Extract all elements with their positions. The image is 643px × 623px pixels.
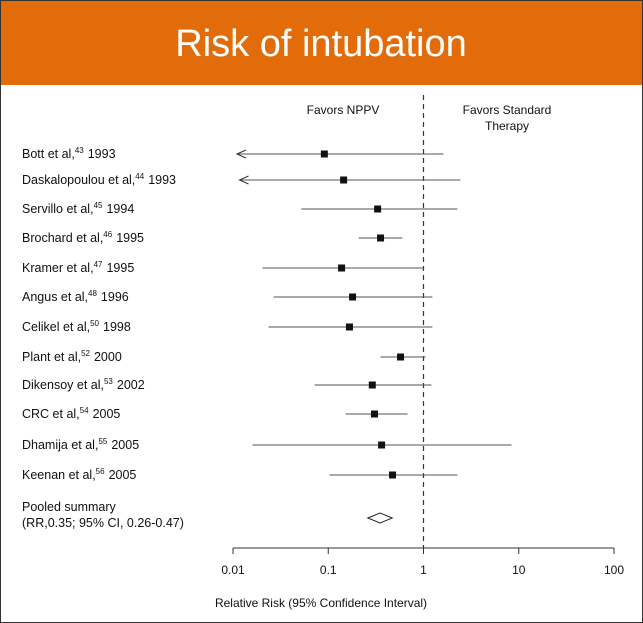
- x-tick-label: 100: [604, 563, 624, 577]
- study-name: Brochard et al,: [22, 231, 103, 245]
- study-year: 2005: [93, 407, 121, 421]
- study-label: Dikensoy et al,53 2002: [22, 377, 145, 392]
- study-ref: 53: [104, 377, 113, 386]
- study-ref: 47: [94, 260, 103, 269]
- pooled-diamond: [366, 512, 394, 524]
- study-year: 2002: [117, 378, 145, 392]
- x-tick-label: 0.01: [221, 563, 245, 577]
- study-year: 1995: [106, 261, 134, 275]
- pooled-label: (RR,0.35; 95% CI, 0.26-0.47): [22, 516, 184, 530]
- study-name: Dikensoy et al,: [22, 378, 104, 392]
- study-year: 1994: [106, 202, 134, 216]
- favors-right: Favors Standard: [463, 103, 552, 117]
- point-estimate: [374, 205, 382, 213]
- study-ref: 56: [96, 467, 105, 476]
- study-ref: 54: [80, 406, 89, 415]
- ci-arrow: [235, 149, 247, 159]
- study-year: 1998: [103, 320, 131, 334]
- study-name: CRC et al,: [22, 407, 80, 421]
- study-ref: 46: [103, 230, 112, 239]
- study-label: Angus et al,48 1996: [22, 289, 129, 304]
- study-year: 1996: [101, 290, 129, 304]
- study-label: Kramer et al,47 1995: [22, 260, 134, 275]
- study-name: Plant et al,: [22, 350, 81, 364]
- study-name: Celikel et al,: [22, 320, 90, 334]
- study-name: Kramer et al,: [22, 261, 94, 275]
- point-estimate: [377, 234, 385, 242]
- point-estimate: [397, 353, 405, 361]
- x-axis-title: Relative Risk (95% Confidence Interval): [215, 596, 427, 610]
- x-tick-label: 1: [420, 563, 427, 577]
- study-ref: 50: [90, 319, 99, 328]
- point-estimate: [340, 176, 348, 184]
- study-label: Keenan et al,56 2005: [22, 467, 136, 482]
- study-year: 2000: [94, 350, 122, 364]
- study-name: Servillo et al,: [22, 202, 94, 216]
- header: [1, 1, 642, 85]
- study-label: CRC et al,54 2005: [22, 406, 120, 421]
- study-ref: 44: [135, 172, 144, 181]
- study-name: Bott et al,: [22, 147, 75, 161]
- study-ref: 45: [94, 201, 103, 210]
- study-label: Plant et al,52 2000: [22, 349, 122, 364]
- study-year: 1993: [88, 147, 116, 161]
- study-year: 1995: [116, 231, 144, 245]
- point-estimate: [368, 381, 376, 389]
- study-name: Keenan et al,: [22, 468, 96, 482]
- study-year: 2005: [111, 438, 139, 452]
- study-label: Bott et al,43 1993: [22, 146, 116, 161]
- study-ref: 43: [75, 146, 84, 155]
- point-estimate: [371, 410, 379, 418]
- ci-arrow: [238, 175, 249, 185]
- study-ref: 55: [98, 437, 107, 446]
- study-label: Servillo et al,45 1994: [22, 201, 134, 216]
- chart-title: Risk of intubation: [175, 23, 467, 65]
- study-name: Angus et al,: [22, 290, 88, 304]
- favors-left: Favors NPPV: [307, 103, 380, 117]
- point-estimate: [338, 264, 346, 272]
- favors-right: Therapy: [485, 119, 529, 133]
- x-tick-label: 0.1: [320, 563, 337, 577]
- study-name: Dhamija et al,: [22, 438, 98, 452]
- study-name: Daskalopoulou et al,: [22, 173, 135, 187]
- study-label: Celikel et al,50 1998: [22, 319, 131, 334]
- study-label: Dhamija et al,55 2005: [22, 437, 139, 452]
- study-label: Brochard et al,46 1995: [22, 230, 144, 245]
- study-year: 2005: [109, 468, 137, 482]
- point-estimate: [389, 471, 397, 479]
- point-estimate: [345, 323, 353, 331]
- study-ref: 52: [81, 349, 90, 358]
- study-label: Daskalopoulou et al,44 1993: [22, 172, 176, 187]
- point-estimate: [378, 441, 386, 449]
- point-estimate: [320, 150, 328, 158]
- study-ref: 48: [88, 289, 97, 298]
- x-tick-label: 10: [512, 563, 526, 577]
- point-estimate: [349, 293, 357, 301]
- pooled-label: Pooled summary: [22, 500, 117, 514]
- study-year: 1993: [148, 173, 176, 187]
